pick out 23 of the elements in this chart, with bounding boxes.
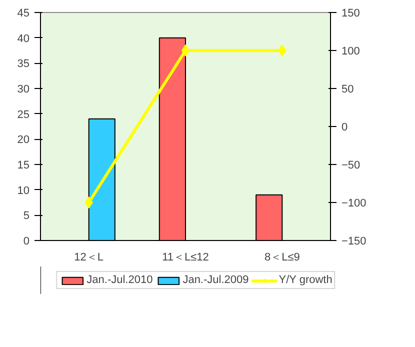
y-tick-label: 35: [17, 58, 30, 70]
y-tick-label: 10: [17, 184, 30, 197]
y2-tick-label: 50: [342, 84, 354, 96]
x-tick-label: 12＜L: [74, 252, 104, 264]
y2-tick-label: 150: [342, 8, 360, 20]
y2-tick-label: 0: [342, 122, 348, 134]
y-tick-label: 30: [17, 84, 30, 96]
y-tick-label: 45: [17, 8, 30, 20]
y-tick-label: 25: [17, 108, 30, 121]
y-tick-label: 20: [17, 134, 30, 146]
y2-tick-label: −50: [342, 160, 360, 172]
y-tick-label: 40: [17, 32, 30, 45]
y-tick-label: 15: [17, 160, 30, 172]
x-tick-label: 8＜L≤9: [264, 252, 300, 264]
y2-tick-label: −150: [342, 236, 366, 248]
legend-label: Jan.-Jul.2010: [86, 274, 153, 286]
y-tick-label: 5: [23, 210, 30, 222]
y2-tick-label: −100: [342, 198, 366, 210]
legend-label: Jan.-Jul.2009: [182, 274, 249, 286]
y2-tick-label: 100: [342, 46, 360, 58]
legend-label: Y/Y growth: [278, 274, 332, 286]
y-tick-label: 0: [23, 236, 30, 248]
x-tick-label: 11＜L≤12: [162, 252, 209, 264]
